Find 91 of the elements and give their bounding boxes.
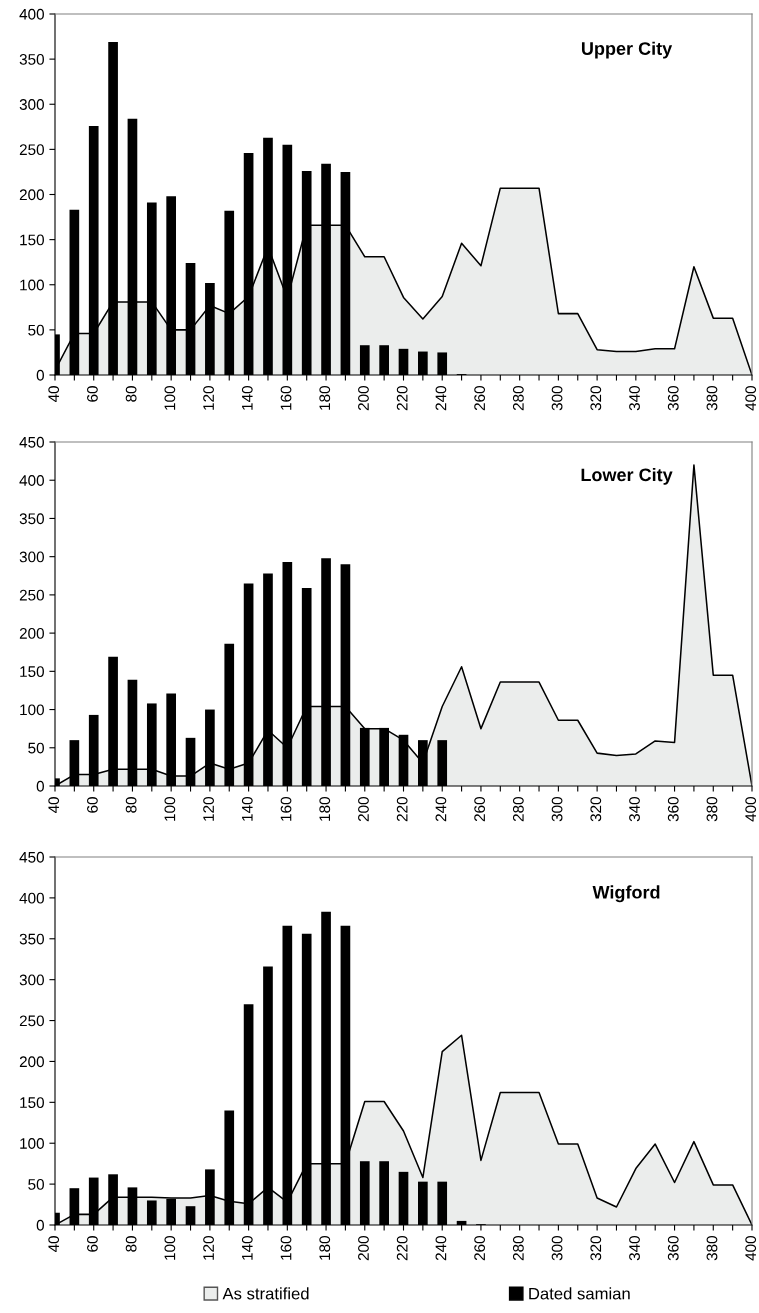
legend-label: Dated samian <box>529 1287 630 1300</box>
x-tick-label: 380 <box>706 1236 718 1261</box>
x-tick-label: 260 <box>474 386 486 411</box>
text: Lower City <box>581 467 673 485</box>
x-tick-label: 240 <box>435 1236 447 1261</box>
x-tick-label: 280 <box>512 386 524 411</box>
y-tick-label: 100 <box>20 704 44 716</box>
y-tick-label: 150 <box>20 1097 44 1109</box>
y-tick-label: 450 <box>19 851 44 863</box>
y-tick-label: 300 <box>19 551 44 563</box>
y-tick-label: 100 <box>20 279 44 291</box>
x-tick-label: 220 <box>396 386 408 411</box>
x-tick-label: 60 <box>87 1236 98 1252</box>
text: Wigford <box>592 885 660 903</box>
x-tick-label: 240 <box>435 386 447 411</box>
x-tick-label: 400 <box>745 797 757 822</box>
x-tick-label: 260 <box>474 1236 486 1261</box>
x-tick-label: 100 <box>164 386 176 410</box>
x-tick-label: 260 <box>474 797 486 822</box>
x-tick-label: 160 <box>280 386 292 410</box>
x-tick-label: 340 <box>629 797 640 822</box>
x-tick-label: 400 <box>745 386 757 411</box>
x-tick-label: 160 <box>280 797 292 821</box>
x-tick-label: 320 <box>590 386 602 411</box>
y-tick-label: 400 <box>19 892 44 904</box>
x-tick-label: 180 <box>319 797 331 821</box>
x-tick-label: 220 <box>396 797 408 822</box>
x-tick-label: 140 <box>241 1236 253 1260</box>
x-tick-label: 360 <box>667 797 679 822</box>
y-tick-label: 400 <box>19 475 44 486</box>
y-tick-label: 250 <box>19 144 44 156</box>
x-tick-label: 300 <box>551 1236 563 1261</box>
x-tick-label: 120 <box>203 797 214 821</box>
x-tick-label: 240 <box>435 797 447 822</box>
x-tick-label: 360 <box>667 1236 679 1261</box>
x-tick-label: 140 <box>241 797 253 821</box>
x-tick-label: 60 <box>87 386 98 402</box>
legend-label: As stratified <box>222 1287 309 1300</box>
x-tick-label: 380 <box>706 797 718 822</box>
y-tick-label: 0 <box>36 1219 44 1231</box>
x-tick-label: 80 <box>125 1236 137 1252</box>
y-tick-label: 350 <box>19 933 44 945</box>
x-tick-label: 80 <box>125 797 137 813</box>
x-tick-label: 360 <box>667 386 679 411</box>
x-tick-label: 200 <box>358 386 369 411</box>
x-tick-label: 120 <box>203 1236 214 1260</box>
y-tick-label: 100 <box>20 1138 44 1149</box>
y-tick-label: 0 <box>36 780 44 792</box>
y-tick-label: 50 <box>28 742 44 754</box>
x-tick-label: 40 <box>48 797 60 814</box>
y-tick-label: 50 <box>28 1178 44 1190</box>
x-tick-label: 220 <box>396 1236 408 1261</box>
y-tick-label: 200 <box>19 189 44 201</box>
x-tick-label: 40 <box>48 1236 60 1253</box>
y-tick-label: 300 <box>19 99 44 110</box>
y-tick-label: 150 <box>20 666 44 678</box>
y-tick-label: 200 <box>19 627 44 639</box>
x-tick-label: 280 <box>512 1236 524 1261</box>
y-tick-label: 250 <box>19 1015 44 1027</box>
y-tick-label: 450 <box>19 436 44 448</box>
y-tick-label: 350 <box>19 513 44 525</box>
y-tick-label: 150 <box>20 234 44 246</box>
x-tick-label: 400 <box>745 1236 757 1261</box>
x-tick-label: 140 <box>241 386 253 410</box>
x-tick-label: 380 <box>706 386 718 411</box>
x-tick-label: 320 <box>590 1236 602 1261</box>
x-tick-label: 200 <box>358 797 369 822</box>
x-tick-label: 320 <box>590 797 602 822</box>
x-tick-label: 340 <box>629 386 640 411</box>
y-tick-label: 0 <box>36 369 44 381</box>
x-tick-label: 180 <box>319 1236 331 1260</box>
x-tick-label: 100 <box>164 1236 176 1260</box>
y-tick-label: 250 <box>19 589 44 601</box>
x-tick-label: 180 <box>319 386 331 410</box>
y-tick-label: 350 <box>19 53 44 65</box>
x-tick-label: 200 <box>358 1236 369 1261</box>
x-tick-label: 160 <box>280 1236 292 1260</box>
x-tick-label: 280 <box>512 797 524 822</box>
text: Upper City <box>581 41 673 59</box>
x-tick-label: 340 <box>629 1236 640 1261</box>
x-tick-label: 60 <box>87 797 98 813</box>
y-tick-label: 200 <box>19 1056 44 1068</box>
y-tick-label: 300 <box>19 974 44 986</box>
x-tick-label: 40 <box>48 386 60 403</box>
x-tick-label: 300 <box>551 386 563 411</box>
x-tick-label: 120 <box>203 386 214 410</box>
y-tick-label: 50 <box>28 324 44 336</box>
x-tick-label: 80 <box>125 386 137 402</box>
x-tick-label: 100 <box>164 797 176 821</box>
x-tick-label: 300 <box>551 797 563 822</box>
y-tick-label: 400 <box>19 8 44 20</box>
